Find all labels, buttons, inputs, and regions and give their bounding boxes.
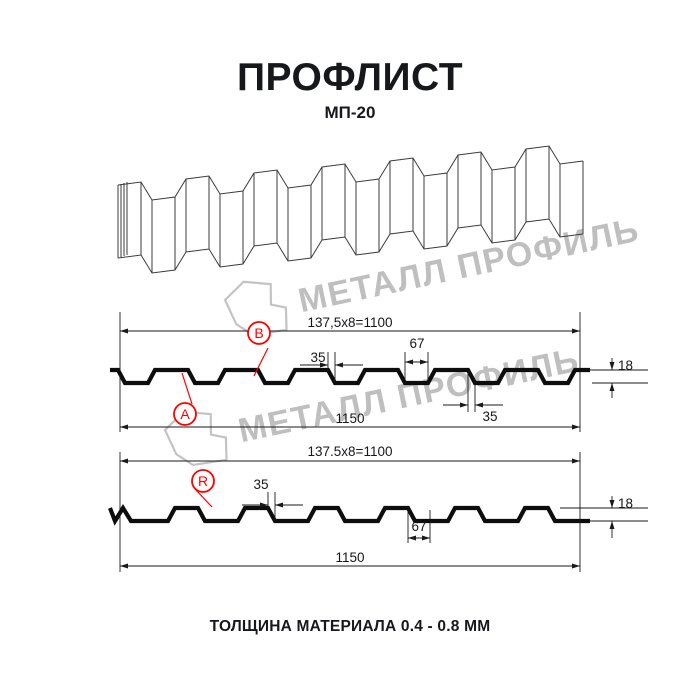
watermark-logo-icon (223, 280, 288, 337)
iso-top-edge (117, 145, 584, 201)
dim-35-left-top (300, 352, 363, 382)
marker-r-leader (194, 488, 213, 508)
dim-35-left-top-label: 35 (310, 350, 325, 365)
watermark-upper: МЕТАЛЛ ПРОФИЛЬ (223, 211, 643, 337)
marker-r-circle (191, 469, 215, 493)
dim-35-right-top-label: 35 (482, 409, 497, 424)
iso-fold-lines (140, 146, 584, 273)
dim-67-top-label: 67 (409, 336, 424, 351)
dim-67-bottom-label: 67 (411, 519, 426, 534)
dim-pitch-bottom-label: 137.5x8=1100 (308, 444, 393, 459)
marker-a-leader (181, 372, 193, 405)
dim-35-bottom (242, 492, 303, 520)
dim-35-right-top (443, 372, 503, 412)
marker-a-label: A (180, 406, 190, 422)
marker-b: B (247, 321, 271, 377)
dim-1150-bottom (119, 512, 581, 572)
marker-b-label: B (254, 325, 263, 341)
watermark-logo-icon-2 (163, 410, 228, 467)
profile-top-section (110, 367, 590, 386)
dim-18-bottom (560, 496, 648, 538)
page-subtitle: МП-20 (324, 103, 376, 122)
profile-bottom-section (108, 503, 590, 526)
watermark-lower: МЕТАЛЛ ПРОФИЛЬ (163, 341, 583, 467)
dim-pitch-top (119, 312, 581, 375)
iso-bottom-edge (117, 218, 584, 274)
dim-pitch-top-label: 137,5x8=1100 (308, 315, 393, 330)
iso-end-cap (117, 182, 128, 258)
watermark-text-2: МЕТАЛЛ ПРОФИЛЬ (235, 341, 583, 450)
dim-67-bottom (407, 510, 431, 543)
dim-1150-top (119, 375, 581, 432)
marker-a-circle (173, 402, 197, 426)
marker-b-leader (253, 347, 269, 377)
dim-1150-top-label: 1150 (335, 411, 364, 426)
marker-b-circle (247, 321, 271, 345)
dim-18-bottom-label: 18 (618, 496, 633, 511)
dim-pitch-bottom (119, 452, 581, 512)
dim-67-top (404, 352, 429, 385)
dim-18-top-label: 18 (618, 358, 633, 373)
dim-18-top (590, 358, 648, 398)
marker-r: R (191, 469, 215, 508)
dim-35-bottom-label: 35 (253, 477, 268, 492)
marker-r-label: R (198, 473, 208, 489)
dim-1150-bottom-label: 1150 (335, 550, 364, 565)
material-thickness-note: ТОЛЩИНА МАТЕРИАЛА 0.4 - 0.8 ММ (209, 618, 491, 635)
marker-a: A (173, 372, 197, 426)
page-title: ПРОФЛИСТ (236, 56, 464, 99)
watermark-text: МЕТАЛЛ ПРОФИЛЬ (295, 211, 643, 320)
